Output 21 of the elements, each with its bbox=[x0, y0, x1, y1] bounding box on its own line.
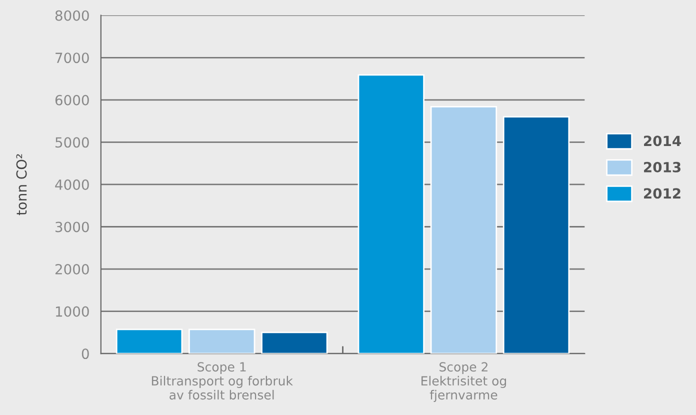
bar bbox=[188, 328, 256, 354]
y-tick-label: 7000 bbox=[56, 52, 89, 64]
y-tick-label: 0 bbox=[82, 348, 89, 360]
y-tick-label: 4000 bbox=[55, 179, 89, 190]
legend-label: 2014 bbox=[644, 136, 681, 146]
y-tick-label: 6000 bbox=[55, 94, 89, 106]
legend-label: 2012 bbox=[644, 188, 680, 199]
y-tick-label: 3000 bbox=[56, 222, 89, 232]
y-tick-label: 8000 bbox=[55, 10, 89, 21]
bar bbox=[116, 328, 183, 354]
bar bbox=[358, 74, 424, 354]
bar bbox=[261, 332, 328, 354]
x-tick-label: Scope 1 Biltransport og forbruk av fossilt brensel bbox=[152, 362, 293, 400]
bar bbox=[430, 106, 498, 354]
y-axis-title: tonn CO² bbox=[16, 154, 27, 216]
bar bbox=[502, 116, 570, 354]
y-tick-label: 1000 bbox=[56, 306, 89, 317]
y-tick-label: 2000 bbox=[55, 264, 89, 274]
y-tick-label: 5000 bbox=[56, 137, 89, 148]
x-tick-label: Scope 2 Elektrisitet og fjernvarme bbox=[422, 362, 506, 402]
legend-label: 2013 bbox=[644, 162, 680, 172]
